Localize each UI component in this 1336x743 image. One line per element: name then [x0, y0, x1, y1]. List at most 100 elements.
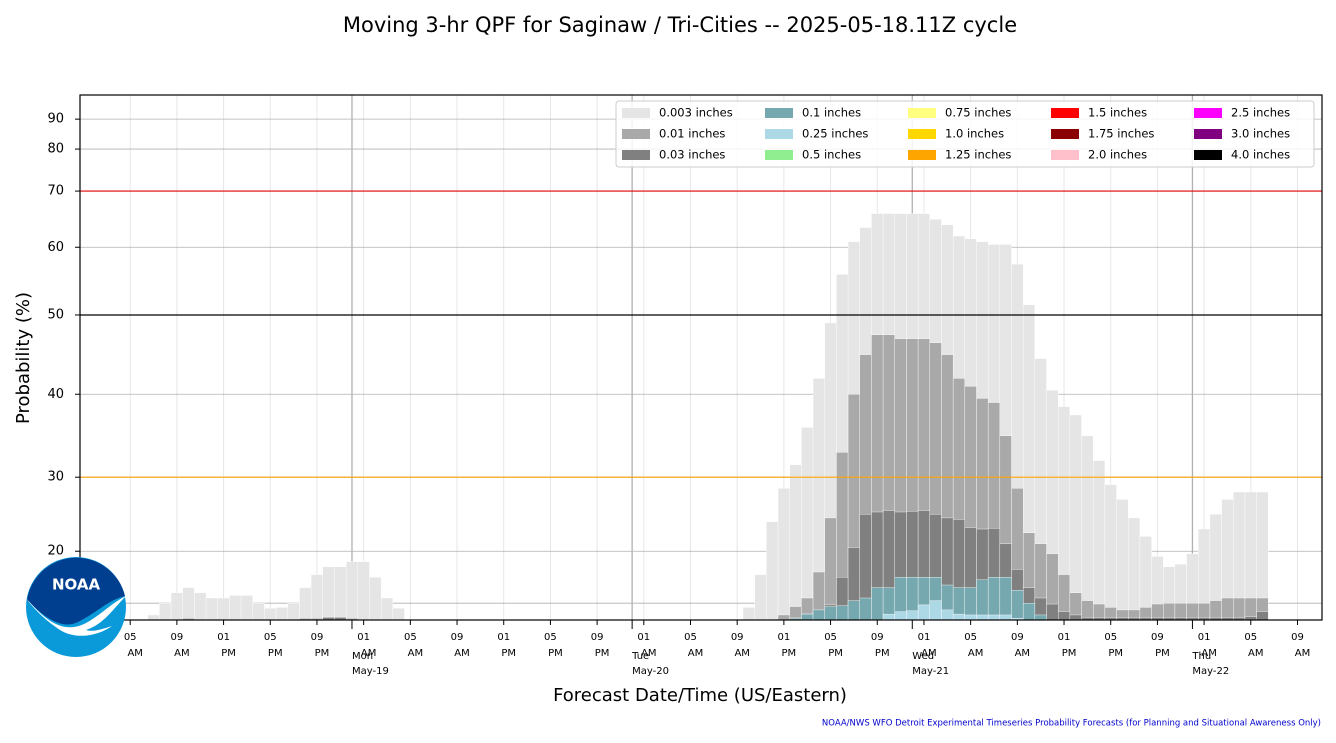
legend-swatch: [1194, 108, 1222, 118]
bar: [299, 587, 312, 621]
x-tick-label: 09: [451, 632, 464, 643]
x-tick-label: 01: [1198, 632, 1211, 643]
plot-frame: [79, 94, 1323, 621]
day-label: Wed: [912, 651, 934, 662]
bar: [1081, 600, 1094, 621]
bar: [287, 603, 300, 621]
bar: [952, 613, 966, 621]
x-tick-label: PM: [1155, 648, 1170, 659]
x-tick-label: PM: [828, 648, 843, 659]
legend-label: 1.25 inches: [945, 148, 1011, 162]
x-tick-label: 05: [1104, 632, 1117, 643]
x-tick-label: 05: [964, 632, 977, 643]
bar: [1046, 603, 1059, 621]
bar: [824, 606, 837, 621]
bar: [322, 566, 335, 621]
bar: [801, 427, 814, 621]
legend-label: 1.0 inches: [945, 127, 1004, 141]
bar: [310, 574, 323, 621]
legend-swatch: [1051, 129, 1079, 139]
y-tick-label: 80: [47, 142, 64, 157]
x-tick-label: 09: [591, 632, 604, 643]
legend-swatch: [1051, 108, 1079, 118]
x-tick-label: PM: [782, 648, 797, 659]
legend-label: 0.01 inches: [659, 127, 725, 141]
bar: [1104, 484, 1117, 621]
bar: [194, 592, 207, 621]
bar: [1069, 414, 1082, 621]
x-axis-label: Forecast Date/Time (US/Eastern): [553, 685, 847, 706]
bar: [941, 609, 954, 621]
bar: [777, 614, 790, 621]
x-tick-label: 01: [357, 632, 370, 643]
x-tick-label: AM: [734, 648, 749, 659]
x-tick-label: 01: [217, 632, 230, 643]
bar: [252, 603, 265, 621]
legend-swatch: [908, 108, 936, 118]
x-tick-label: 01: [497, 632, 510, 643]
legend-label: 1.75 inches: [1088, 127, 1154, 141]
bar: [964, 614, 977, 621]
legend-swatch: [622, 108, 650, 118]
x-tick-label: PM: [315, 648, 330, 659]
day-label: May-21: [912, 666, 949, 677]
x-tick-label: 05: [404, 632, 417, 643]
x-tick-label: 09: [171, 632, 184, 643]
legend-swatch: [1194, 129, 1222, 139]
bar: [1116, 499, 1129, 621]
plot-area: [80, 95, 1322, 621]
bar: [882, 613, 895, 621]
x-tick-label: PM: [595, 648, 610, 659]
bar: [999, 577, 1012, 621]
bar: [345, 561, 359, 621]
bar: [217, 597, 230, 621]
x-tick-label: PM: [501, 648, 516, 659]
bar: [1011, 590, 1024, 621]
legend-label: 0.03 inches: [659, 148, 725, 162]
x-tick-label: AM: [1015, 648, 1030, 659]
bar: [392, 608, 405, 621]
day-label: Tue: [631, 651, 649, 662]
y-tick-label: 40: [47, 387, 64, 402]
legend-swatch: [1051, 150, 1079, 160]
bar: [1093, 460, 1106, 621]
legend-label: 2.5 inches: [1231, 106, 1290, 120]
bar: [894, 611, 907, 621]
x-tick-label: AM: [688, 648, 703, 659]
noaa-logo: NOAA: [26, 557, 126, 657]
bar: [1128, 517, 1141, 621]
bar: [1057, 611, 1071, 621]
bar: [929, 600, 942, 621]
footer-credit: NOAA/NWS WFO Detroit Experimental Timese…: [822, 719, 1321, 729]
legend-label: 1.5 inches: [1088, 106, 1147, 120]
bar: [987, 577, 1001, 621]
legend-label: 4.0 inches: [1231, 148, 1290, 162]
y-tick-label: 50: [47, 307, 64, 322]
legend-swatch: [765, 108, 793, 118]
x-tick-label: 09: [311, 632, 324, 643]
x-tick-label: AM: [921, 648, 936, 659]
bar: [147, 614, 160, 621]
bar: [836, 605, 849, 621]
legend-label: 0.75 inches: [945, 106, 1011, 120]
bar: [801, 613, 814, 621]
x-tick-label: 01: [637, 632, 650, 643]
bar: [766, 521, 779, 621]
legend-swatch: [1194, 150, 1222, 160]
x-tick-label: 09: [871, 632, 884, 643]
x-tick-label: AM: [127, 648, 142, 659]
legend-swatch: [765, 150, 793, 160]
x-tick-label: AM: [361, 648, 376, 659]
bar: [1209, 600, 1222, 621]
bar: [847, 600, 860, 621]
x-tick-label: AM: [174, 648, 189, 659]
bar: [999, 614, 1012, 621]
x-tick-label: 01: [918, 632, 931, 643]
x-tick-label: 09: [1011, 632, 1024, 643]
logo-top: [27, 557, 125, 625]
bar: [859, 597, 872, 621]
bar: [182, 587, 195, 621]
bar: [170, 592, 183, 621]
bar: [229, 595, 242, 621]
